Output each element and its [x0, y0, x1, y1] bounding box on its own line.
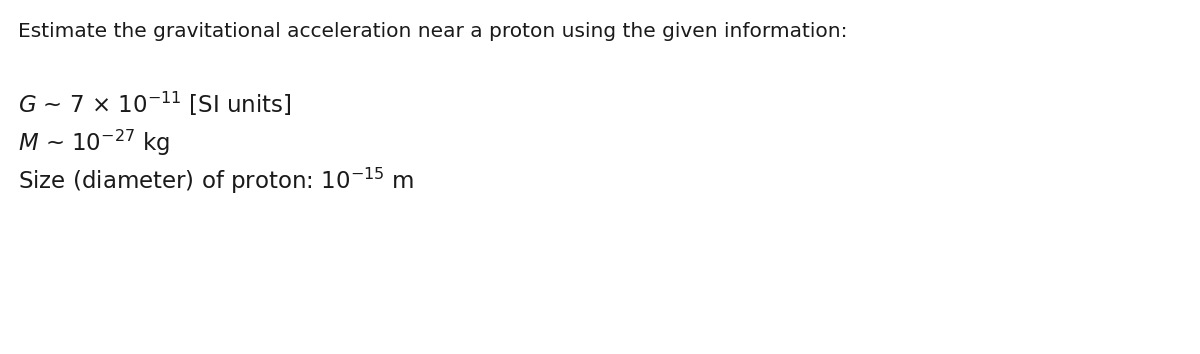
Text: Size (diameter) of proton: 10$^{-15}$ m: Size (diameter) of proton: 10$^{-15}$ m	[18, 166, 414, 196]
Text: $\mathit{G}$ ~ 7 × 10$^{-11}$ [SI units]: $\mathit{G}$ ~ 7 × 10$^{-11}$ [SI units]	[18, 90, 292, 118]
Text: Estimate the gravitational acceleration near a proton using the given informatio: Estimate the gravitational acceleration …	[18, 22, 847, 41]
Text: $\mathit{M}$ ~ 10$^{-27}$ kg: $\mathit{M}$ ~ 10$^{-27}$ kg	[18, 128, 170, 158]
